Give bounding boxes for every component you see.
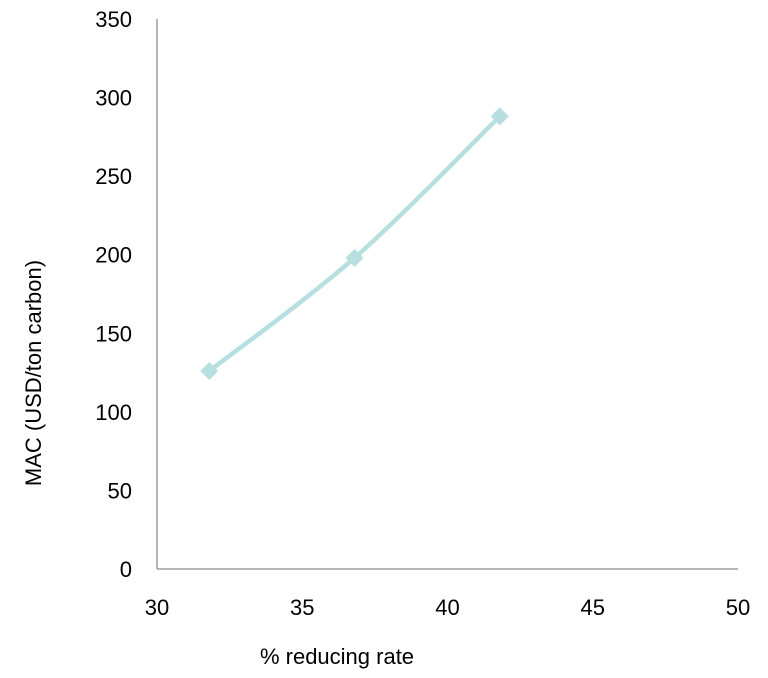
axes: [156, 19, 738, 570]
markers-group: [200, 107, 509, 380]
x-tick-label: 45: [581, 595, 605, 620]
data-point-marker: [490, 107, 509, 126]
y-tick-label: 150: [95, 321, 132, 346]
y-tick-label: 50: [108, 478, 132, 503]
data-point-marker: [345, 248, 364, 267]
x-tick-labels: 30 35 40 45 50: [145, 595, 750, 620]
y-tick-label: 350: [95, 7, 132, 32]
x-tick-label: 35: [290, 595, 314, 620]
series-group: [207, 114, 503, 374]
x-tick-label: 40: [435, 595, 459, 620]
y-axis-title: MAC (USD/ton carbon): [21, 260, 46, 486]
y-tick-label: 0: [120, 557, 132, 582]
y-tick-label: 300: [95, 86, 132, 111]
x-tick-label: 50: [726, 595, 750, 620]
y-tick-labels: 0 50 100 150 200 250 300 350: [95, 7, 132, 582]
data-point-marker: [200, 362, 219, 380]
x-axis-title: % reducing rate: [260, 644, 414, 669]
y-tick-label: 200: [95, 243, 132, 268]
series-line: [207, 114, 503, 374]
x-tick-label: 30: [145, 595, 169, 620]
y-tick-label: 250: [95, 164, 132, 189]
y-tick-label: 100: [95, 400, 132, 425]
